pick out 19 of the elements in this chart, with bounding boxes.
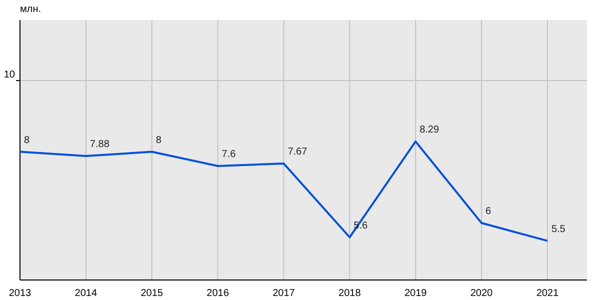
data-label: 8.29 <box>420 124 440 136</box>
x-tick-label: 2018 <box>338 288 362 299</box>
data-label: 8 <box>24 134 30 146</box>
data-label: 6 <box>486 206 492 218</box>
ref-line-label: 10 <box>4 70 16 81</box>
x-tick-label: 2019 <box>404 288 428 299</box>
x-tick-label: 2016 <box>206 288 230 299</box>
x-tick-label: 2017 <box>272 288 296 299</box>
data-label: 7.6 <box>222 149 236 160</box>
x-tick-label: 2015 <box>140 288 164 299</box>
data-label: 5.5 <box>551 224 566 235</box>
x-tick-label: 2013 <box>8 288 32 299</box>
x-tick-label: 2021 <box>536 288 559 299</box>
y-axis-title: млн. <box>20 4 42 15</box>
data-label: 8 <box>156 134 162 146</box>
data-label: 7.88 <box>90 139 110 150</box>
data-label: 7.67 <box>288 146 308 158</box>
x-tick-label: 2020 <box>470 288 494 299</box>
x-tick-label: 2014 <box>74 288 98 299</box>
